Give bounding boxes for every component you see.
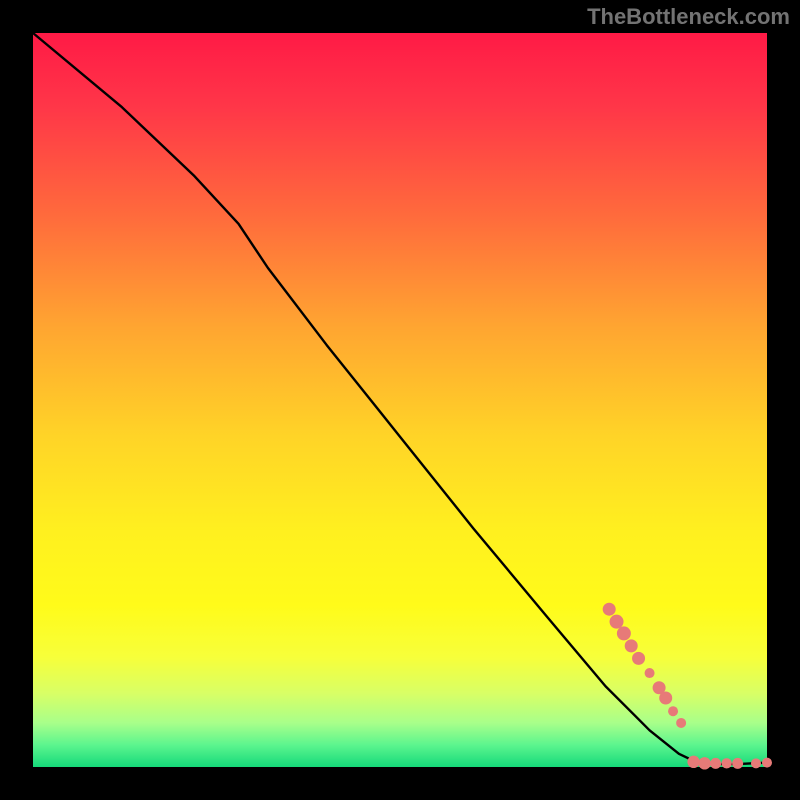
- data-point: [721, 758, 731, 768]
- data-point: [610, 615, 624, 629]
- data-point: [603, 603, 616, 616]
- data-point: [762, 758, 772, 768]
- data-point: [732, 758, 743, 769]
- data-point: [632, 652, 645, 665]
- bottleneck-chart: [0, 0, 800, 800]
- data-point: [751, 758, 761, 768]
- plot-background: [33, 33, 767, 767]
- data-point: [710, 758, 721, 769]
- data-point: [668, 706, 678, 716]
- data-point: [625, 639, 638, 652]
- data-point: [645, 668, 655, 678]
- watermark-text: TheBottleneck.com: [587, 4, 790, 30]
- data-point: [698, 757, 710, 769]
- data-point: [659, 692, 672, 705]
- data-point: [687, 756, 699, 768]
- data-point: [617, 626, 631, 640]
- data-point: [676, 718, 686, 728]
